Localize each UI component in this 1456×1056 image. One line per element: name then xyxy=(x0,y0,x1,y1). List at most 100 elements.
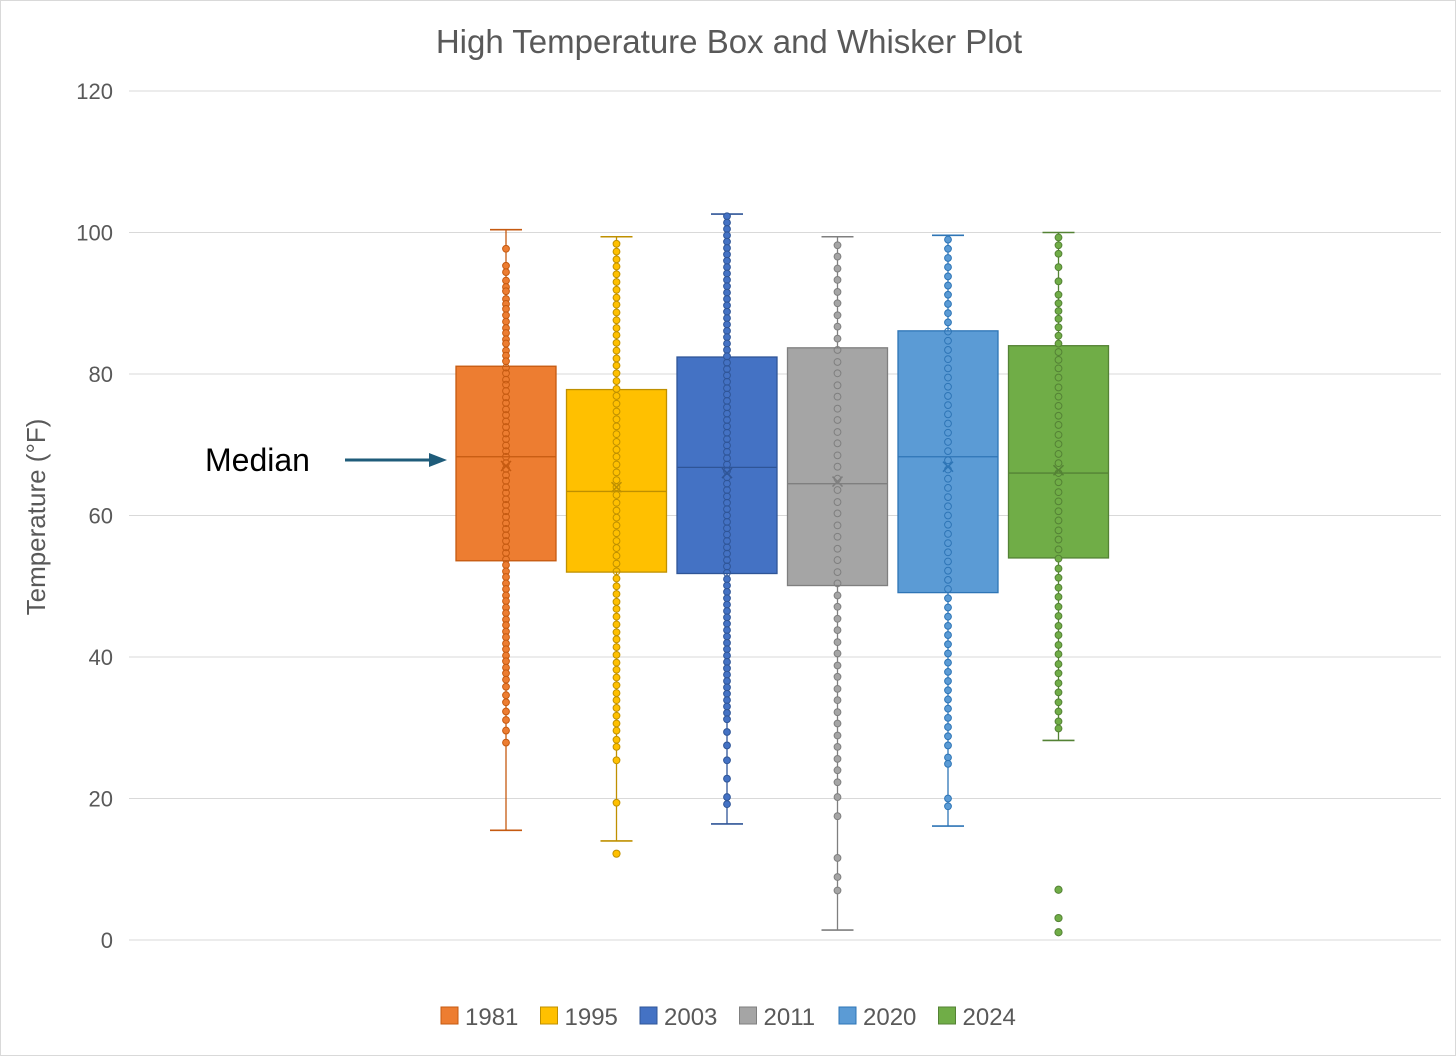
data-point xyxy=(833,498,842,506)
data-point xyxy=(502,507,510,516)
data-point xyxy=(833,742,842,751)
data-point xyxy=(502,287,510,296)
data-point xyxy=(502,698,510,707)
data-point xyxy=(833,264,842,273)
data-point xyxy=(502,311,510,320)
data-point xyxy=(1054,545,1063,554)
data-point xyxy=(612,430,621,439)
data-point xyxy=(1054,573,1063,582)
box-2011 xyxy=(786,235,889,931)
data-point xyxy=(612,308,621,317)
data-point xyxy=(723,231,731,240)
data-point xyxy=(502,669,510,678)
data-point xyxy=(612,452,621,461)
data-point xyxy=(1054,707,1063,716)
median-arrow-head xyxy=(429,453,447,467)
data-point xyxy=(944,667,952,676)
data-point xyxy=(612,361,621,370)
data-point xyxy=(944,281,952,290)
data-point xyxy=(502,357,510,366)
data-point xyxy=(833,544,842,553)
data-point xyxy=(1054,535,1063,544)
data-point xyxy=(612,422,621,431)
data-point xyxy=(1054,331,1063,340)
data-point xyxy=(944,713,952,722)
data-point xyxy=(612,689,621,697)
data-point xyxy=(944,640,952,649)
data-point xyxy=(612,582,621,591)
legend-swatch xyxy=(739,1006,757,1025)
data-point xyxy=(723,212,731,221)
data-point xyxy=(723,670,731,679)
data-point xyxy=(1054,592,1063,601)
data-point xyxy=(833,614,842,623)
data-point xyxy=(502,573,510,581)
data-point xyxy=(944,621,952,630)
mean-marker xyxy=(942,461,954,473)
legend: 1981 1995 2003 2011 2020 2024 xyxy=(440,1004,1016,1031)
data-point xyxy=(833,719,842,728)
data-point xyxy=(1054,348,1063,356)
data-point xyxy=(833,404,842,413)
data-point xyxy=(833,241,842,250)
data-point xyxy=(1054,314,1063,323)
data-point xyxy=(502,495,510,504)
data-point xyxy=(1054,717,1063,726)
data-point xyxy=(833,873,842,881)
data-point xyxy=(833,381,842,390)
data-point xyxy=(612,529,621,538)
data-point xyxy=(723,702,731,711)
data-point xyxy=(723,346,731,354)
data-point xyxy=(833,602,842,611)
data-point xyxy=(612,551,621,560)
data-point xyxy=(502,609,510,618)
data-point xyxy=(944,447,952,456)
box-iqr xyxy=(1007,345,1110,559)
data-point xyxy=(1054,355,1063,364)
outlier-point xyxy=(1054,928,1063,937)
data-point xyxy=(502,483,510,492)
chart-title: High Temperature Box and Whisker Plot xyxy=(436,23,1022,60)
y-tick-label: 100 xyxy=(76,221,113,246)
data-point xyxy=(944,410,952,419)
data-point xyxy=(612,628,621,637)
data-point xyxy=(833,886,842,895)
legend-item-2020: 2020 xyxy=(838,1004,916,1031)
box-iqr xyxy=(676,356,778,575)
data-point xyxy=(944,723,952,731)
data-point xyxy=(944,263,952,272)
legend-label: 1981 xyxy=(465,1004,518,1031)
data-point xyxy=(833,486,842,494)
y-tick-label: 40 xyxy=(89,645,113,670)
data-point xyxy=(833,346,842,354)
data-point xyxy=(1054,507,1063,516)
box-1995 xyxy=(565,235,668,858)
data-point xyxy=(1054,459,1063,468)
data-point xyxy=(1054,583,1063,592)
y-tick-label: 120 xyxy=(76,79,113,104)
data-point xyxy=(833,672,842,681)
box-series xyxy=(455,212,1110,937)
data-point xyxy=(1054,497,1063,506)
data-point xyxy=(1054,450,1063,458)
data-point xyxy=(944,272,952,281)
data-point xyxy=(944,401,952,410)
data-point xyxy=(1054,263,1063,272)
data-point xyxy=(833,579,842,588)
data-point xyxy=(723,218,731,227)
data-point xyxy=(723,326,731,335)
data-point xyxy=(1054,323,1063,332)
data-point xyxy=(944,346,952,354)
data-point xyxy=(833,766,842,775)
data-point xyxy=(723,575,731,584)
data-point xyxy=(833,439,842,448)
data-point xyxy=(612,346,621,355)
data-point xyxy=(833,649,842,658)
box-1981 xyxy=(455,228,557,832)
data-point xyxy=(944,557,952,566)
data-point xyxy=(502,339,510,348)
data-point xyxy=(612,604,621,613)
data-point xyxy=(502,471,510,480)
data-point xyxy=(944,677,952,685)
data-point xyxy=(1054,660,1063,668)
